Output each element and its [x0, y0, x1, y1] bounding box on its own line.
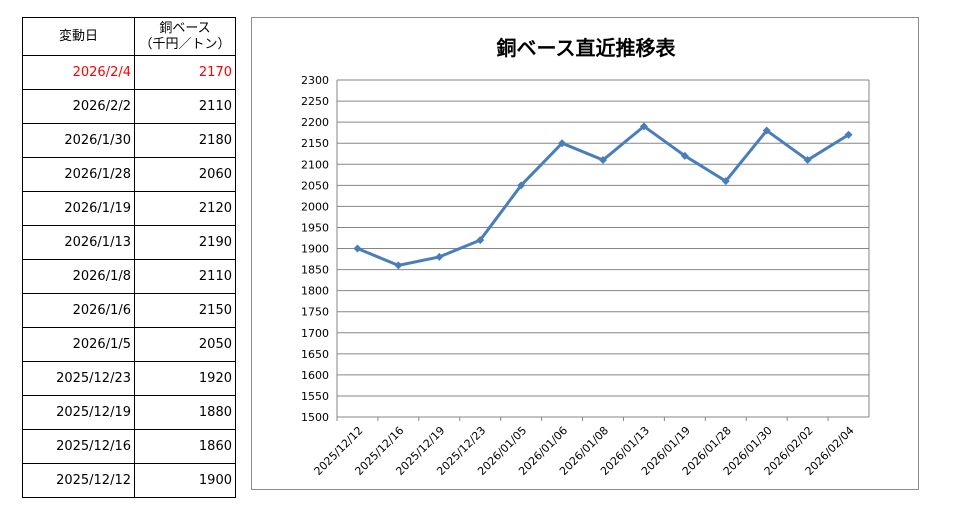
line-chart: 銅ベース直近推移表 1500 1550 1600 1650 1700 1750 1800 18…: [301, 36, 870, 478]
row-value: 2110: [134, 89, 236, 124]
y-tick-label: 2050: [301, 179, 329, 192]
row-value: 2170: [134, 55, 236, 90]
y-tick-label: 1700: [301, 327, 329, 340]
row-date: 2025/12/16: [22, 429, 135, 464]
row-date: 2026/1/30: [22, 123, 135, 158]
y-tick-label: 2250: [301, 95, 329, 108]
table-row: 2026/2/2 2110: [22, 89, 236, 124]
series-line: [356, 124, 850, 267]
header-value: 銅ベース （千円／トン）: [134, 17, 236, 56]
series-line-group: [356, 124, 850, 267]
table-row: 2026/1/30 2180: [22, 123, 236, 158]
row-date: 2026/1/13: [22, 225, 135, 260]
chart-title: 銅ベース直近推移表: [497, 36, 677, 60]
table-row: 2025/12/12 1900: [22, 463, 236, 498]
data-point: [680, 151, 689, 160]
header-value-line2: （千円／トン）: [139, 36, 231, 52]
chart-frame: 銅ベース直近推移表 1500 1550 1600 1650 1700 1750 1800 18…: [251, 17, 919, 490]
row-value: 1880: [134, 395, 236, 430]
table-row: 2025/12/23 1920: [22, 361, 236, 396]
table-row: 2026/1/5 2050: [22, 327, 236, 362]
row-value: 2050: [134, 327, 236, 362]
table-header-row: 変動日 銅ベース （千円／トン）: [22, 17, 236, 56]
header-value-line1: 銅ベース: [159, 20, 211, 36]
data-point: [803, 156, 812, 165]
data-point: [558, 139, 567, 148]
header-date: 変動日: [22, 17, 135, 56]
y-tick-label: 1750: [301, 306, 329, 319]
row-date: 2026/1/28: [22, 157, 135, 192]
data-point: [639, 122, 648, 131]
y-tick-label: 1900: [301, 243, 329, 256]
y-tick-label: 2300: [301, 74, 329, 87]
data-point: [353, 244, 362, 253]
row-value: 1900: [134, 463, 236, 498]
data-point: [476, 236, 485, 245]
data-point: [435, 252, 444, 261]
price-table: 変動日 銅ベース （千円／トン） 2026/2/4 2170 2026/2/2 211…: [22, 17, 236, 498]
row-date: 2025/12/19: [22, 395, 135, 430]
row-value: 1920: [134, 361, 236, 396]
y-tick-label: 2150: [301, 137, 329, 150]
row-value: 2120: [134, 191, 236, 226]
y-tick-label: 2000: [301, 200, 329, 213]
row-value: 2110: [134, 259, 236, 294]
data-point: [517, 181, 526, 190]
y-tick-label: 1800: [301, 285, 329, 298]
row-value: 2180: [134, 123, 236, 158]
row-date: 2026/1/6: [22, 293, 135, 328]
series-points: [353, 122, 853, 270]
row-value: 2060: [134, 157, 236, 192]
y-tick-label: 1650: [301, 348, 329, 361]
row-date: 2025/12/12: [22, 463, 135, 498]
data-point: [394, 261, 403, 270]
table-row: 2026/2/4 2170: [22, 55, 236, 90]
y-tick-label: 1950: [301, 221, 329, 234]
table-row: 2025/12/16 1860: [22, 429, 236, 464]
table-row: 2026/1/6 2150: [22, 293, 236, 328]
x-axis-ticks: 2025/12/122025/12/162025/12/192025/12/23…: [312, 417, 857, 478]
row-value: 1860: [134, 429, 236, 464]
data-point: [599, 156, 607, 165]
data-point: [721, 177, 730, 186]
y-tick-label: 1850: [301, 264, 329, 277]
row-value: 2150: [134, 293, 236, 328]
table-row: 2026/1/8 2110: [22, 259, 236, 294]
y-tick-label: 1500: [301, 411, 329, 424]
table-row: 2026/1/19 2120: [22, 191, 236, 226]
table-row: 2026/1/28 2060: [22, 157, 236, 192]
y-tick-label: 1600: [301, 369, 329, 382]
table-row: 2025/12/19 1880: [22, 395, 236, 430]
y-axis-ticks: 1500 1550 1600 1650 1700 1750 1800 1850 1900 1950…: [301, 74, 329, 424]
table-row: 2026/1/13 2190: [22, 225, 236, 260]
data-point: [844, 130, 853, 139]
row-date: 2026/1/8: [22, 259, 135, 294]
row-date: 2026/2/4: [22, 55, 135, 90]
row-date: 2026/1/5: [22, 327, 135, 362]
row-date: 2025/12/23: [22, 361, 135, 396]
y-tick-label: 2100: [301, 158, 329, 171]
gridlines: [336, 79, 870, 418]
row-value: 2190: [134, 225, 236, 260]
y-tick-label: 1550: [301, 390, 329, 403]
y-tick-label: 2200: [301, 116, 329, 129]
row-date: 2026/2/2: [22, 89, 135, 124]
row-date: 2026/1/19: [22, 191, 135, 226]
data-point: [762, 126, 771, 135]
